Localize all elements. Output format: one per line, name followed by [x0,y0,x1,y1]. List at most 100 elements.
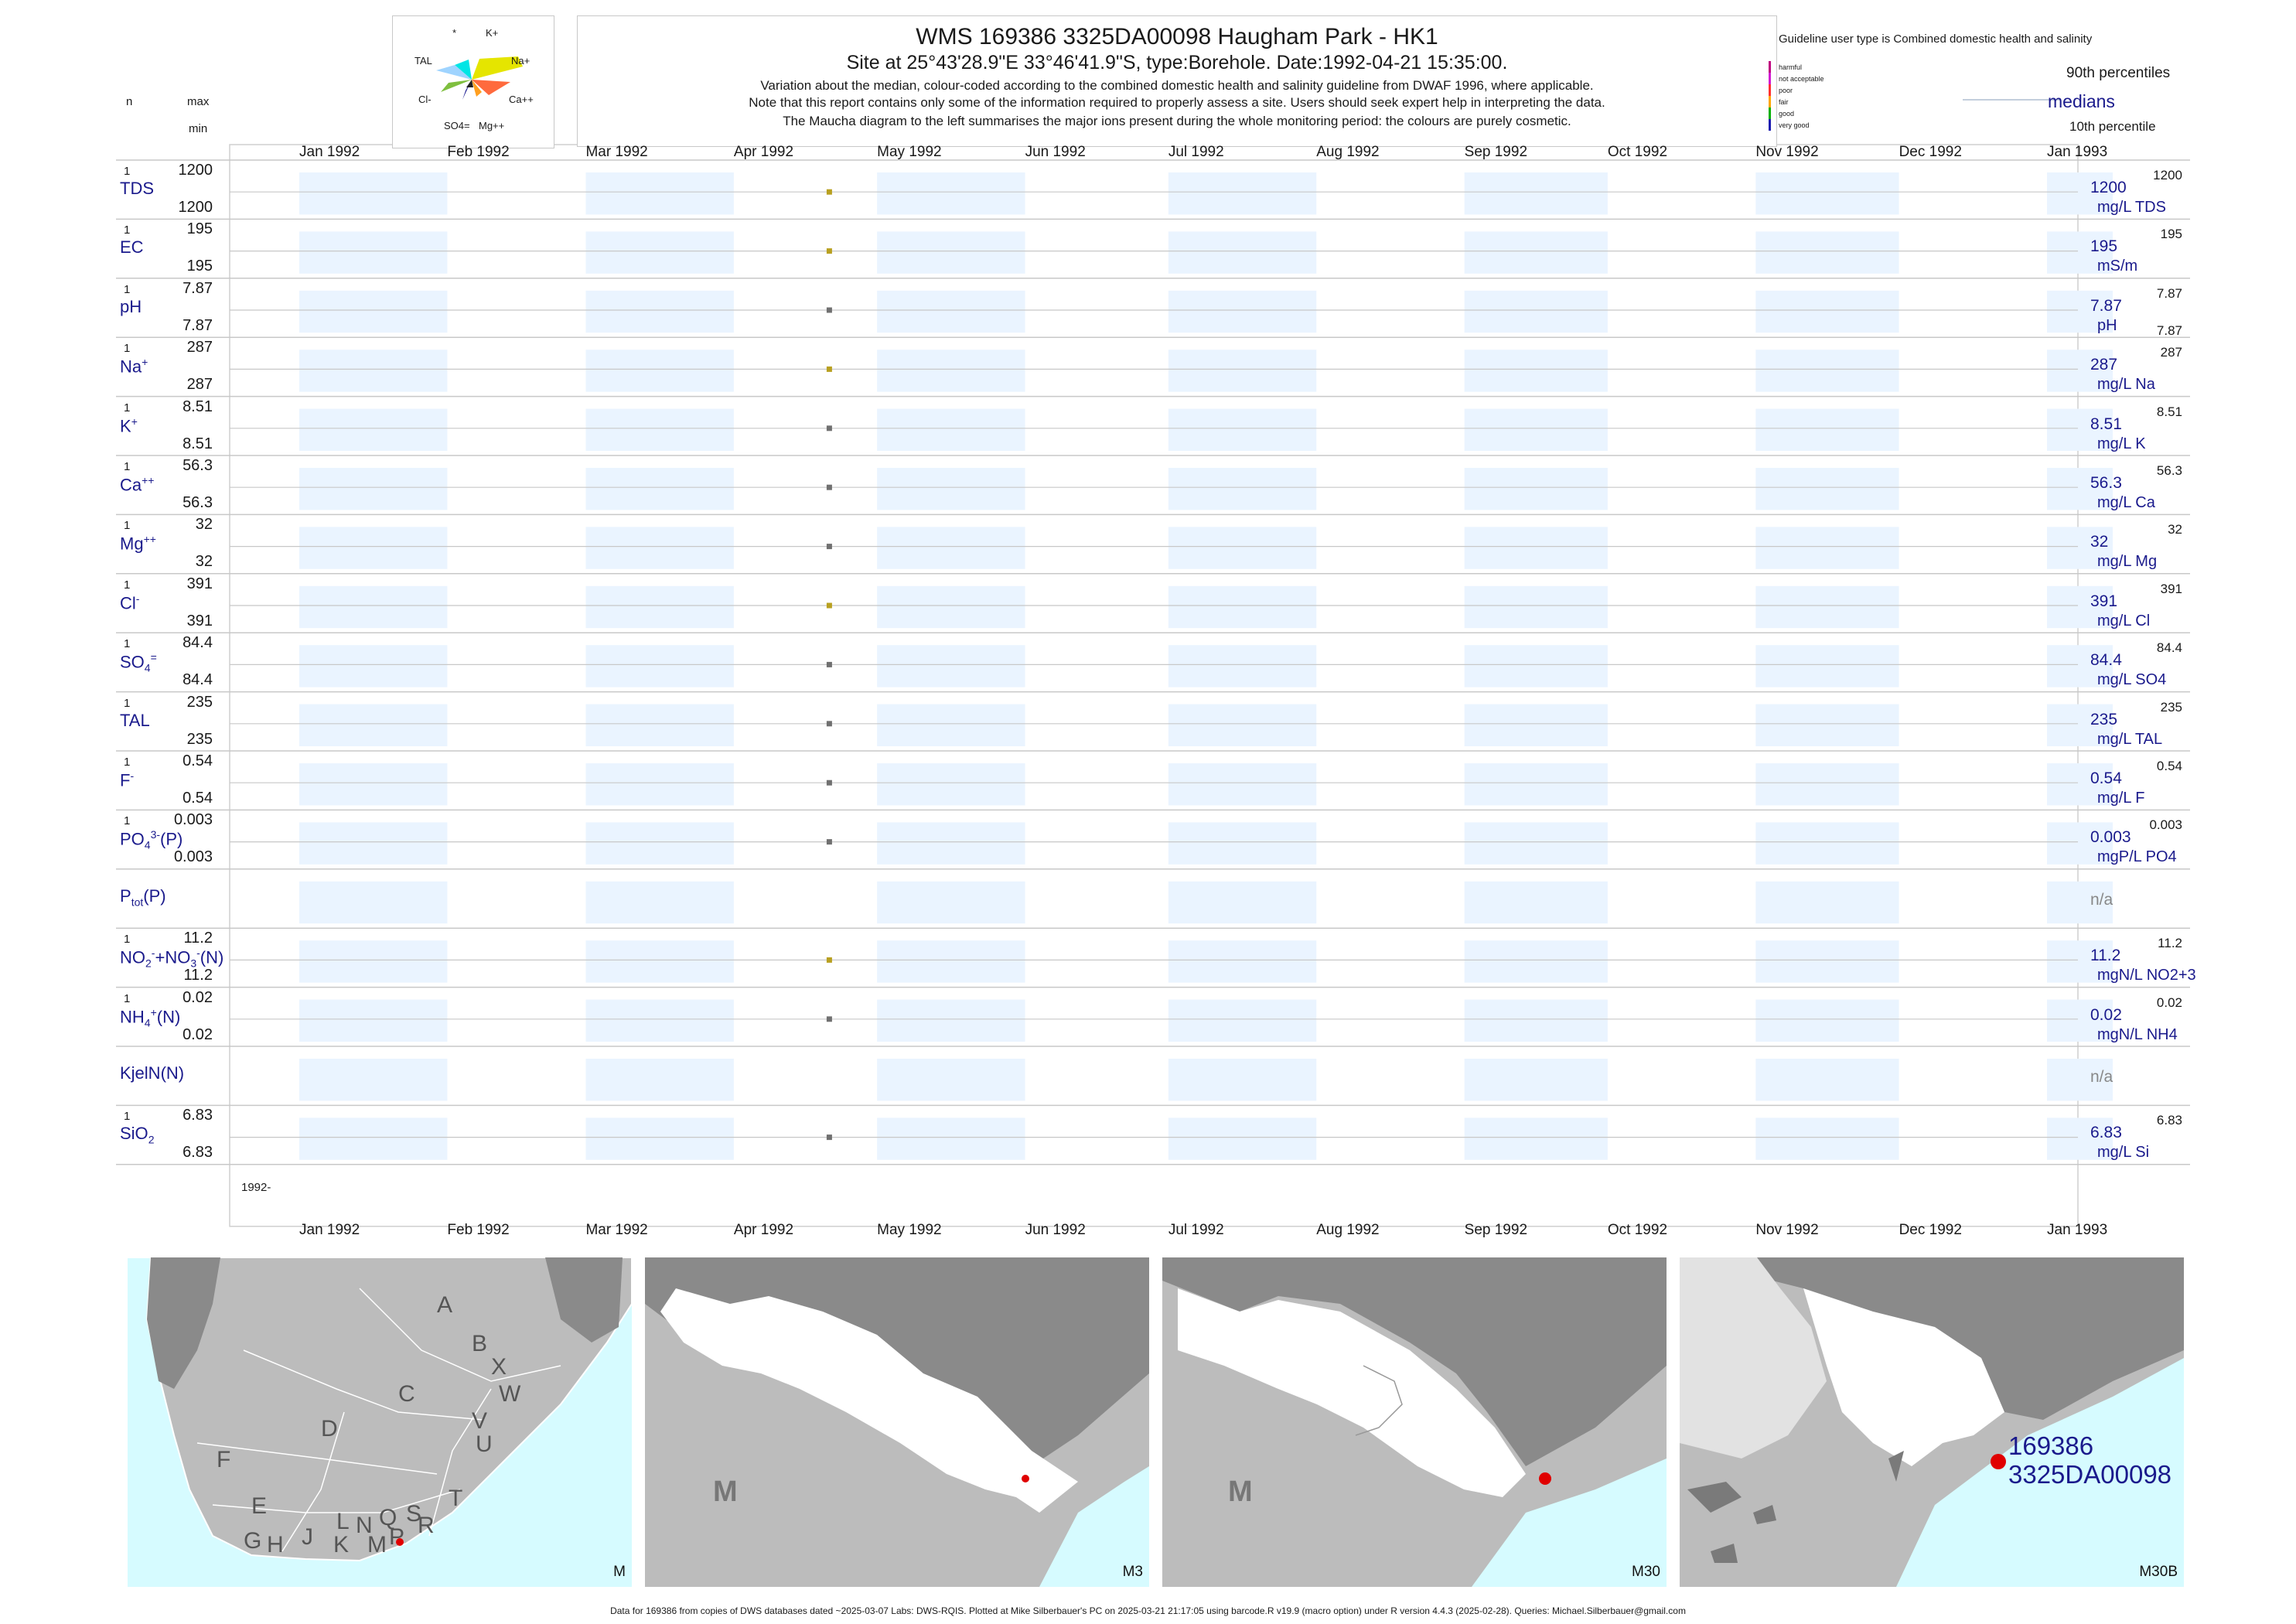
legend-label-5: very good [1779,121,1810,129]
month-label-top-5: Jun 1992 [1025,144,1086,160]
legend-label-2: poor [1779,86,1793,94]
month-band [1464,408,1608,451]
row-p90-0: 1200 [2153,168,2182,183]
month-band [1464,645,1608,687]
map-panel-m30b: 169386 3325DA00098 M30B [1680,1257,2184,1587]
sample-point-1 [826,248,832,254]
legend-swatch-5 [1769,119,1771,131]
row-max-4: 8.51 [183,397,213,415]
month-band [1755,1059,1899,1101]
region-label-B: B [472,1331,488,1356]
row-min-13: 11.2 [183,967,213,984]
month-label-bottom-11: Dec 1992 [1899,1221,1962,1238]
month-band [585,763,734,806]
row-median-3: 287 [2090,356,2118,374]
month-label-bottom-3: Apr 1992 [733,1221,794,1238]
row-p90-13: 11.2 [2158,936,2182,951]
row-median-0: 1200 [2090,179,2127,196]
month-band [877,350,1025,392]
sample-point-10 [826,780,832,786]
row-p90-10: 0.54 [2156,759,2182,773]
maucha-ca-sector [472,80,510,95]
month-band [1464,290,1608,333]
month-band [299,645,448,687]
row-p90-5: 56.3 [2156,463,2182,478]
month-band [299,999,448,1042]
row-label-3: Na+ [120,356,148,377]
maucha-label-tal: TAL [415,55,432,67]
row-median-13: 11.2 [2090,947,2121,965]
map-label-m30: M30 [1632,1564,1660,1580]
map-m30b-shape [1680,1257,2184,1587]
month-label-top-9: Oct 1992 [1607,144,1668,160]
legend-category-0: harmful [1769,60,1802,74]
month-band [1168,1117,1317,1160]
month-label-top-3: Apr 1992 [733,144,794,160]
row-unit-4: mg/L K [2097,435,2146,452]
region-label-W: W [499,1381,521,1407]
row-label-10: F- [120,769,135,790]
row-max-10: 0.54 [183,752,213,769]
month-band [877,940,1025,983]
maucha-label-so4: SO4= [444,120,470,131]
row-n-1: 1 [124,223,131,237]
month-band [1168,585,1317,629]
month-band [299,172,448,215]
month-band [1464,468,1608,510]
month-band [2047,645,2113,687]
row-n-10: 1 [124,756,131,769]
month-band [2047,999,2113,1042]
legend-p10: 10th percentile [2069,119,2156,134]
row-label-1: EC [120,237,144,258]
region-label-U: U [476,1431,493,1457]
row-n-0: 1 [124,165,131,178]
row-min-3: 287 [186,376,213,394]
row-unit-2: pH [2097,316,2117,334]
row-max-7: 391 [186,575,213,592]
legend-swatch-1 [1769,73,1771,85]
row-min-6: 32 [195,553,213,571]
sample-point-4 [826,425,832,432]
row-n-4: 1 [124,401,131,415]
month-band [1168,763,1317,806]
row-n-11: 1 [124,814,131,828]
row-unit-9: mg/L TAL [2097,730,2163,748]
map-region-label-m3: M [713,1476,738,1508]
row-max-14: 0.02 [183,988,213,1006]
maucha-na-sector [472,56,523,80]
month-band [1464,822,1608,865]
month-band [1168,290,1317,333]
month-band [1168,1059,1317,1101]
maucha-diagram: * K+ TAL Na+ Cl- Ca++ SO4= Mg++ [392,15,554,148]
month-band [877,408,1025,451]
month-band [299,763,448,806]
row-label-13: NO2-+NO3-(N) [120,947,224,970]
region-label-N: N [356,1513,373,1538]
region-label-J: J [302,1524,313,1550]
month-band [585,881,734,924]
row-p90-8: 84.4 [2156,640,2182,656]
month-band [877,172,1025,215]
row-label-7: Cl- [120,592,140,613]
row-max-9: 235 [186,693,213,711]
month-band [299,1117,448,1160]
row-max-16: 6.83 [183,1107,213,1124]
region-label-K: K [333,1532,350,1557]
row-median-2: 7.87 [2090,296,2122,315]
row-median-6: 32 [2090,533,2109,551]
map-label-m3: M3 [1122,1564,1143,1580]
month-label-top-8: Sep 1992 [1464,144,1528,160]
row-min-5: 56.3 [183,494,213,511]
month-band [585,290,734,333]
month-band [1464,350,1608,392]
region-label-H: H [267,1532,284,1557]
report-title-box: WMS 169386 3325DA00098 Haugham Park - HK… [577,15,1777,147]
month-band [2047,350,2113,392]
month-band [2047,172,2113,215]
month-band [299,704,448,746]
row-label-8: SO4= [120,651,157,674]
row-n-6: 1 [124,519,131,533]
month-band [299,350,448,392]
region-label-L: L [336,1509,350,1534]
